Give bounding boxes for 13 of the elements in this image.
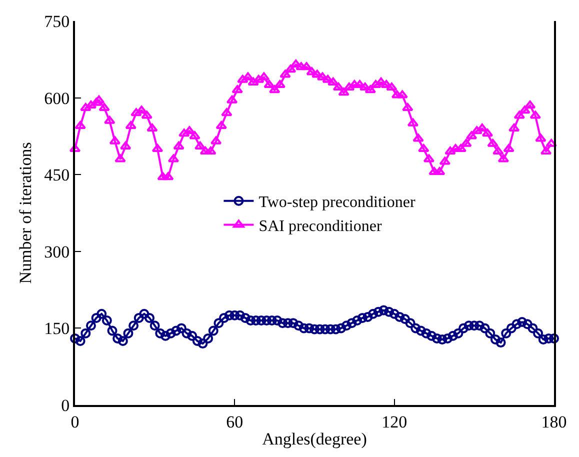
x-tick-label: 60 bbox=[226, 412, 244, 432]
y-tick-label: 300 bbox=[44, 242, 70, 262]
legend-label: Two-step preconditioner bbox=[258, 194, 416, 212]
x-tick-label: 180 bbox=[541, 412, 567, 432]
y-tick-label: 0 bbox=[61, 396, 70, 415]
y-tick-label: 150 bbox=[44, 319, 70, 338]
x-tick-label: 120 bbox=[382, 412, 408, 432]
y-tick-label: 750 bbox=[44, 12, 70, 31]
y-tick-label: 450 bbox=[44, 166, 70, 185]
x-axis-title: Angles(degree) bbox=[262, 429, 367, 448]
y-tick-label: 600 bbox=[44, 88, 70, 108]
legend-label: SAI preconditioner bbox=[258, 218, 382, 235]
y-axis-title: Number of iterations bbox=[16, 142, 36, 284]
